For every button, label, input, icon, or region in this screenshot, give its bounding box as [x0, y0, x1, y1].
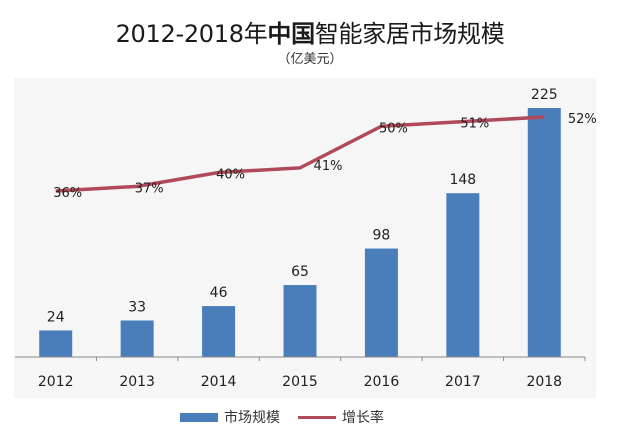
chart-title: 2012-2018年中国智能家居市场规模 — [0, 14, 620, 49]
growth-rate-label: 36% — [53, 186, 82, 201]
growth-rate-label: 40% — [216, 168, 245, 183]
bar-2017 — [446, 193, 480, 357]
legend-line-label: 增长率 — [342, 410, 384, 426]
x-tick-label: 2012 — [38, 374, 74, 390]
title-suffix: 智能家居市场规模 — [314, 20, 505, 48]
title-bold: 中国 — [267, 20, 315, 48]
legend-bar-swatch — [180, 412, 218, 422]
legend-line-swatch — [298, 415, 336, 419]
growth-rate-label: 52% — [568, 112, 597, 127]
bar-value-label: 225 — [531, 87, 558, 103]
x-tick-label: 2018 — [526, 374, 562, 390]
bar-value-label: 65 — [291, 264, 309, 280]
growth-line — [55, 115, 545, 193]
bar-2016 — [364, 248, 398, 357]
bar-2013 — [120, 320, 154, 357]
legend-bar-label: 市场规模 — [224, 410, 280, 426]
legend: 市场规模 增长率 — [180, 407, 384, 427]
growth-rate-label: 41% — [314, 159, 343, 174]
title-prefix: 2012-2018年 — [115, 20, 268, 48]
growth-rate-label: 37% — [135, 181, 164, 196]
bar-2014 — [202, 306, 236, 357]
bar-value-label: 98 — [373, 228, 391, 244]
bar-value-label: 148 — [449, 172, 476, 188]
x-tick-label: 2016 — [364, 374, 400, 390]
x-tick-label: 2013 — [119, 374, 155, 390]
x-tick-label: 2017 — [445, 374, 481, 390]
bar-value-label: 24 — [47, 309, 65, 325]
bar-value-label: 46 — [210, 285, 228, 301]
bar-2018 — [527, 108, 561, 357]
x-tick-label: 2014 — [201, 374, 237, 390]
x-tick-label: 2015 — [282, 374, 318, 390]
chart-subtitle: （亿美元） — [277, 52, 343, 67]
bar-2015 — [283, 285, 317, 357]
bar-value-label: 33 — [128, 299, 146, 315]
growth-rate-label: 50% — [379, 121, 408, 136]
bar-2012 — [39, 330, 73, 357]
growth-rate-label: 51% — [460, 117, 489, 132]
